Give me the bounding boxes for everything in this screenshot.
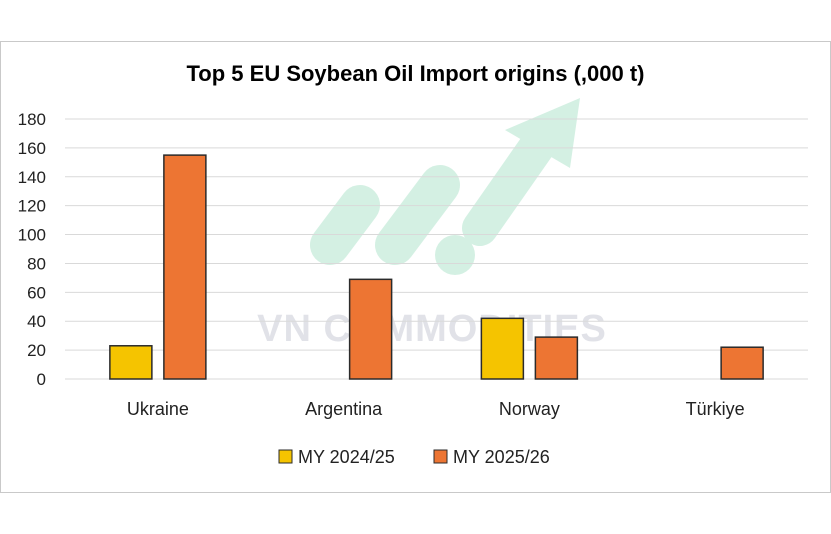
chart-frame [0,41,831,493]
legend-swatch [433,449,448,464]
x-category-label: Norway [499,399,560,419]
bar-my-2025-26 [348,278,393,380]
legend-swatch [278,449,293,464]
x-category-label: Argentina [305,399,383,419]
x-axis-categories: Ukraine Argentina Norway Türkiye [127,399,745,419]
y-tick-label: 80 [27,254,46,273]
y-tick-label: 100 [18,226,46,245]
y-tick-label: 20 [27,341,46,360]
bar-my-2025-26 [720,346,764,380]
x-category-label: Ukraine [127,399,189,419]
legend-label: MY 2025/26 [453,447,550,467]
bar-my-2024-25 [109,345,153,380]
legend: MY 2024/25 MY 2025/26 [278,447,550,467]
chart-title: Top 5 EU Soybean Oil Import origins (,00… [186,61,645,86]
bar-my-2025-26 [534,336,579,380]
y-tick-label: 40 [27,312,46,331]
y-tick-label: 140 [18,168,46,187]
y-tick-label: 160 [18,139,46,158]
y-axis-ticks: 0 20 40 60 80 100 120 140 160 180 [18,110,46,389]
bar-my-2024-25 [480,317,525,380]
bar-my-2025-26 [163,154,207,380]
watermark: VN COMMODITIES [257,98,606,350]
x-category-label: Türkiye [686,399,745,419]
y-tick-label: 120 [18,197,46,216]
y-tick-label: 60 [27,283,46,302]
watermark-logo-icon [310,98,580,275]
bars [109,154,764,380]
y-tick-label: 180 [18,110,46,129]
y-tick-label: 0 [37,370,46,389]
legend-label: MY 2024/25 [298,447,395,467]
